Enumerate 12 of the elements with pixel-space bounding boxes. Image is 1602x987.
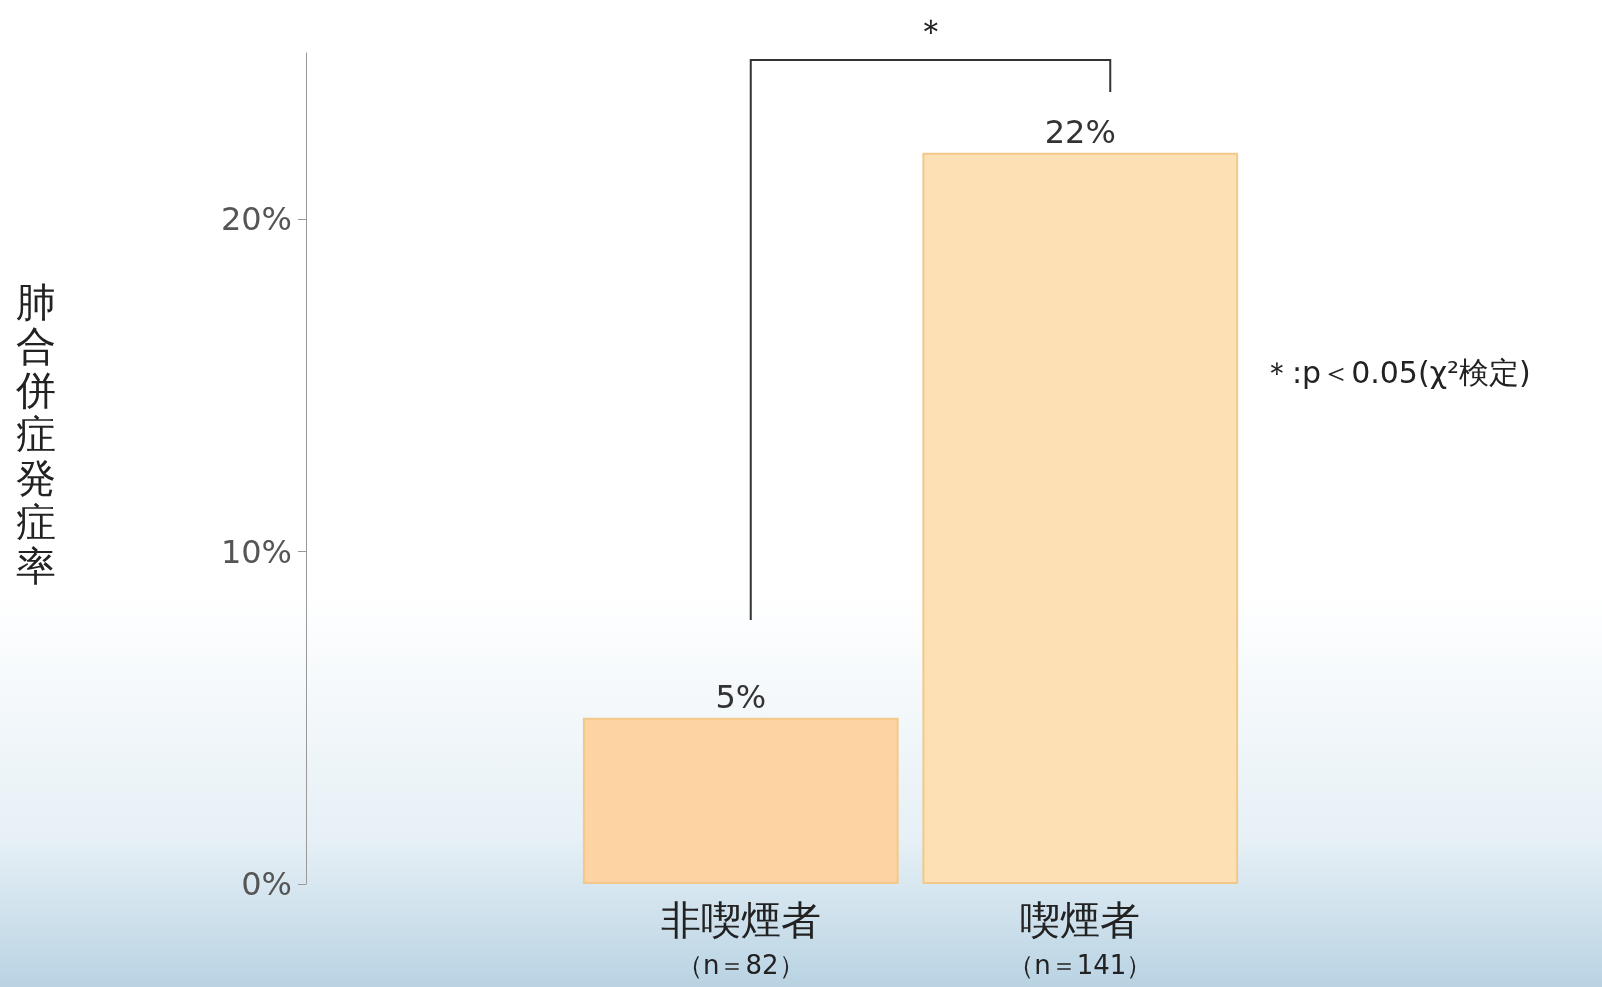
x-tick-label: 非喫煙者 [660, 897, 821, 943]
y-axis-title: 肺合併症発症率 [15, 279, 57, 589]
text: ＊ [913, 11, 948, 51]
text: （n＝141） [1008, 950, 1153, 980]
y-tick-label: 0% [241, 865, 292, 903]
y-tick-label: 10% [220, 532, 292, 571]
data-label: 22% [1044, 112, 1116, 151]
y-tick-label: 20% [220, 200, 292, 239]
text: （n＝82） [676, 950, 805, 980]
text: ＊:p＜0.05(χ²検定) [1262, 354, 1531, 390]
data-label: 5% [715, 677, 767, 716]
x-tick-label: 喫煙者 [1020, 897, 1141, 943]
